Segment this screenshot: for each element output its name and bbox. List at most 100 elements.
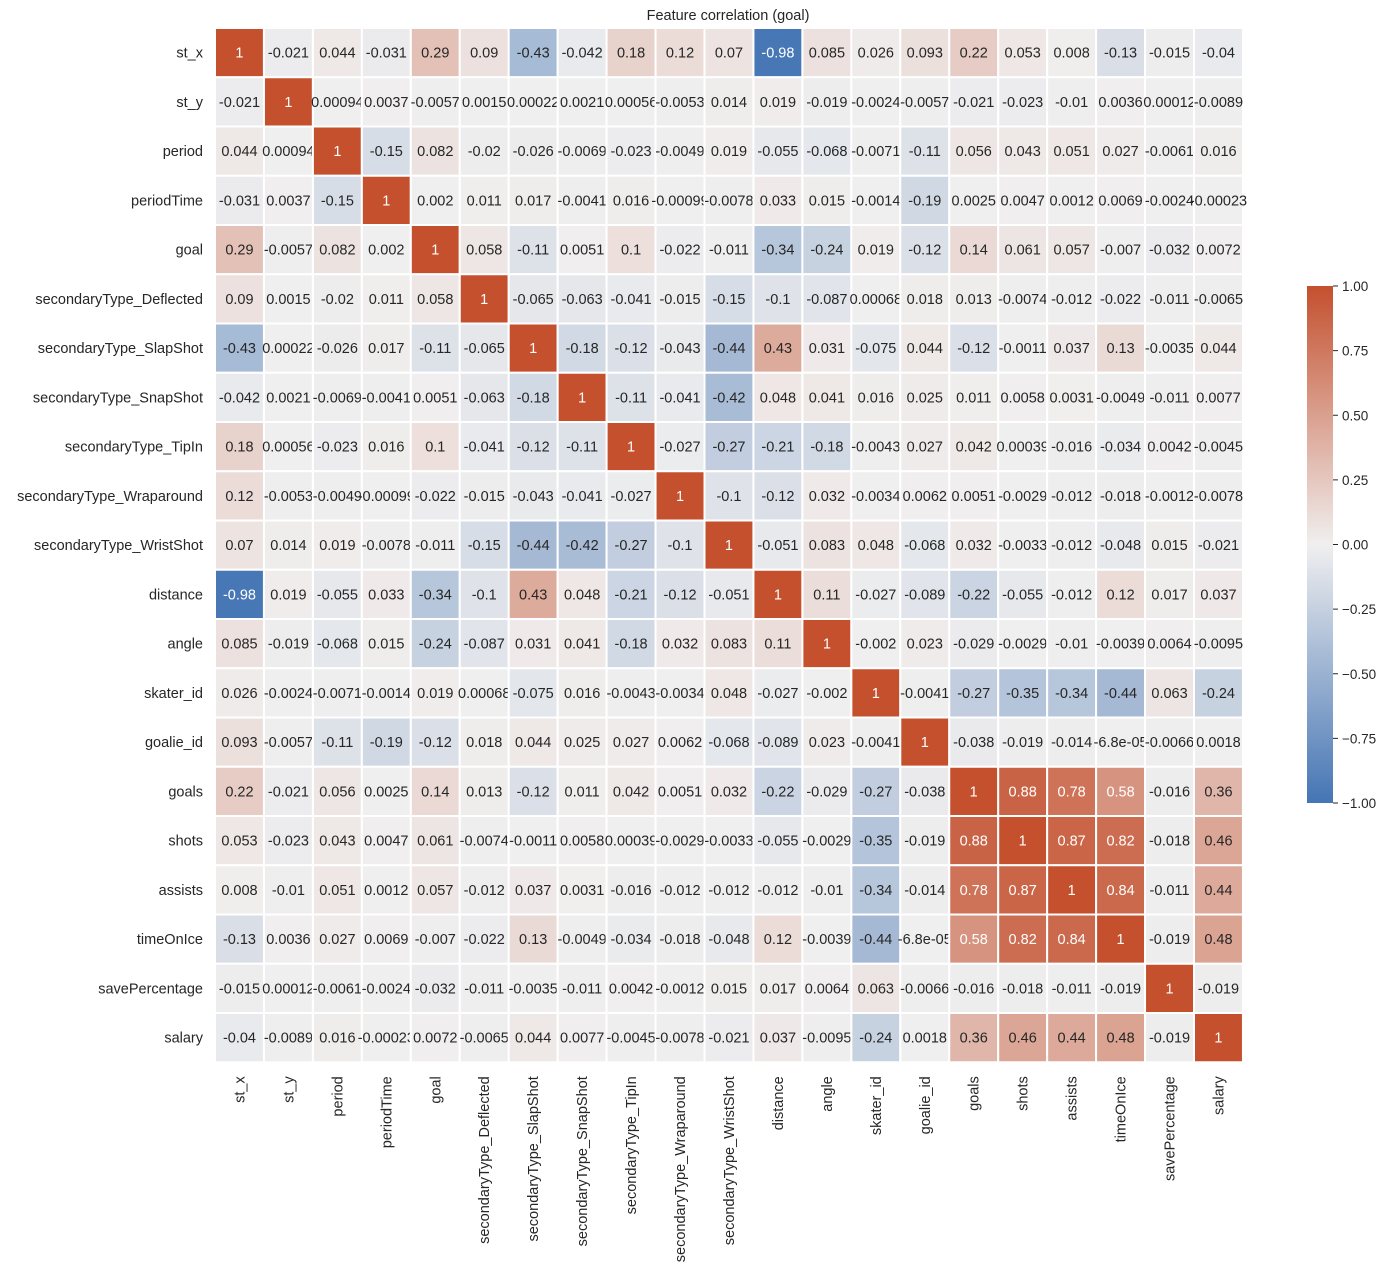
y-tick-label: period [163, 144, 203, 160]
cell-value-label: -0.038 [953, 735, 994, 751]
heatmap-cell [752, 125, 804, 177]
heatmap-cell [556, 371, 608, 423]
heatmap-cell [556, 962, 608, 1014]
heatmap-cell [1193, 371, 1244, 423]
cell-value-label: -0.0041 [558, 193, 607, 209]
heatmap-cell [1046, 224, 1098, 276]
cell-value-label: -0.048 [1100, 538, 1141, 554]
heatmap-cell [948, 962, 1000, 1014]
heatmap-cell [654, 273, 706, 325]
heatmap-cell [1095, 322, 1147, 374]
cell-value-label: 0.0037 [364, 95, 408, 111]
cell-value-label: 0.016 [858, 390, 894, 406]
cell-value-label: -0.02 [321, 292, 354, 308]
cell-value-label: 0.033 [760, 193, 796, 209]
cell-value-label: -0.0049 [655, 144, 704, 160]
cell-value-label: 0.025 [907, 390, 943, 406]
heatmap-cell [1144, 1012, 1196, 1064]
cell-value-label: 0.011 [956, 390, 991, 406]
cell-value-label: 0.82 [1009, 932, 1037, 948]
cell-value-label: 0.008 [1053, 46, 1089, 62]
cell-value-label: 0.18 [617, 46, 645, 62]
heatmap-cell [801, 421, 853, 473]
y-tick-label: angle [168, 637, 203, 653]
cell-value-label: -0.0011 [999, 341, 1047, 357]
cell-value-label: -0.0069 [558, 144, 607, 160]
y-tick-label: timeOnIce [137, 932, 203, 948]
cell-value-label: 0.0062 [658, 735, 702, 751]
cell-value-label: 0.015 [809, 193, 845, 209]
y-tick-label: distance [149, 587, 203, 603]
heatmap-cell [801, 618, 853, 670]
cell-value-label: 0.017 [515, 193, 551, 209]
cell-value-label: -0.24 [859, 1031, 892, 1047]
heatmap-cell [262, 962, 314, 1014]
cell-value-label: 0.002 [368, 243, 404, 259]
cell-value-label: -0.019 [1149, 1031, 1190, 1047]
cell-value-label: 0.014 [270, 538, 306, 554]
cell-value-label: -0.00099 [358, 489, 415, 505]
cell-value-label: 0.056 [956, 144, 992, 160]
x-tick-label: angle [820, 1076, 836, 1111]
cell-value-label: 0.0031 [560, 883, 604, 899]
cell-value-label: 0.011 [467, 193, 502, 209]
cell-value-label: -0.1 [668, 538, 693, 554]
heatmap-cell [1144, 224, 1196, 276]
heatmap-cell [1046, 1012, 1098, 1064]
cell-value-label: 0.82 [1106, 834, 1134, 850]
cell-value-label: -0.44 [712, 341, 745, 357]
cell-value-label: 0.031 [809, 341, 845, 357]
cell-value-label: -0.019 [1149, 932, 1190, 948]
heatmap-cell [1095, 421, 1147, 473]
x-tick-label: secondaryType_TipIn [624, 1076, 640, 1214]
cell-value-label: -0.15 [712, 292, 745, 308]
cell-value-label: 0.18 [225, 440, 253, 456]
heatmap-cell [1095, 27, 1147, 79]
cell-value-label: -0.0034 [851, 489, 900, 505]
cell-value-label: -0.0024 [851, 95, 900, 111]
heatmap-cell [409, 1012, 461, 1064]
cell-value-label: 0.1 [425, 440, 445, 456]
heatmap-cell [654, 962, 706, 1014]
cell-value-label: 0.36 [1204, 784, 1232, 800]
heatmap-cell [360, 568, 412, 620]
heatmap-cell [262, 913, 314, 965]
cell-value-label: -0.019 [268, 637, 309, 653]
cell-value-label: -0.032 [415, 981, 456, 997]
cell-value-label: -0.0095 [802, 1031, 851, 1047]
cell-value-label: 0.0064 [805, 981, 849, 997]
cell-value-label: -0.048 [708, 932, 749, 948]
heatmap-cell [214, 322, 265, 374]
cell-value-label: -0.011 [1150, 390, 1190, 406]
cell-value-label: -0.0029 [802, 834, 851, 850]
cell-value-label: 0.015 [711, 981, 747, 997]
heatmap-cell [1046, 864, 1098, 916]
heatmap-cell [1095, 568, 1147, 620]
cell-value-label: -0.12 [615, 341, 648, 357]
cell-value-label: 0.11 [764, 637, 791, 653]
heatmap-cell [1095, 1012, 1147, 1064]
cell-value-label: -0.019 [1002, 735, 1043, 751]
cell-value-label: -0.0029 [998, 489, 1047, 505]
heatmap-cell [409, 568, 461, 620]
cell-value-label: -0.041 [464, 440, 505, 456]
x-tick-label: assists [1065, 1076, 1081, 1120]
cell-value-label: -0.00099 [651, 193, 708, 209]
cell-value-label: 0.0021 [560, 95, 604, 111]
heatmap-cell [801, 125, 853, 177]
heatmap-cell [556, 618, 608, 670]
heatmap-cell [311, 864, 363, 916]
cell-value-label: -0.027 [855, 587, 896, 603]
heatmap-cell [311, 716, 363, 768]
cell-value-label: -0.11 [909, 144, 941, 160]
cell-value-label: 0.48 [1204, 932, 1232, 948]
cell-value-label: 0.0018 [1196, 735, 1240, 751]
cell-value-label: -0.019 [1100, 981, 1141, 997]
cell-value-label: -0.0035 [509, 981, 558, 997]
cell-value-label: 0.0072 [1196, 243, 1240, 259]
heatmap-cell [409, 224, 461, 276]
cell-value-label: -0.0045 [1194, 440, 1243, 456]
cell-value-label: 0.0015 [266, 292, 310, 308]
y-tick-label: goalie_id [145, 735, 203, 751]
heatmap-cell [360, 716, 412, 768]
